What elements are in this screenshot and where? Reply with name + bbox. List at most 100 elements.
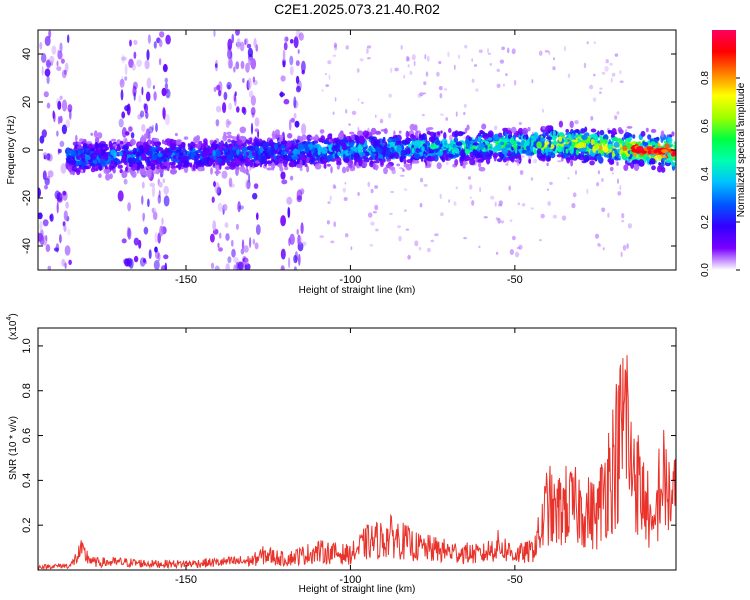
heatmap-speckle [155,122,158,133]
snr-y-label: SNR (10 * v/v) [8,416,19,480]
heatmap-cell [595,150,599,154]
heatmap-cell [375,146,379,153]
heatmap-speckle [419,177,424,183]
heatmap-speckle [61,124,67,135]
heatmap-cell [558,151,562,156]
heatmap-speckle [540,213,545,219]
heatmap-speckle [289,175,294,181]
heatmap-cell [500,141,505,146]
heatmap-cell [659,165,663,169]
heatmap-cell [135,157,140,164]
heatmap-cell [522,127,528,135]
heatmap-cell [213,140,217,144]
y-tick-label: 0.2 [21,518,33,533]
heatmap-cell [125,146,129,150]
heatmap-speckle [293,254,298,264]
heatmap-speckle [405,55,410,62]
heatmap-speckle [496,83,501,89]
heatmap-speckle [404,209,407,212]
heatmap-speckle [67,34,70,44]
heatmap-cell [481,156,487,160]
heatmap-cell [465,138,469,145]
heatmap-speckle [289,55,294,66]
heatmap-speckle [290,117,295,123]
heatmap-speckle [296,189,303,201]
y-tick-label: 20 [21,96,33,108]
heatmap-speckle [153,91,157,101]
heatmap-speckle [142,212,146,220]
heatmap-speckle [48,30,52,39]
heatmap-speckle [282,58,286,68]
heatmap-speckle [253,37,257,48]
heatmap-speckle [67,104,73,113]
heatmap-speckle [334,97,337,102]
heatmap-cell [281,148,285,156]
heatmap-cell [270,148,275,156]
heatmap-speckle [228,102,233,110]
heatmap-speckle [218,89,222,97]
heatmap-cell [363,156,367,162]
heatmap-cell [403,158,407,165]
heatmap-speckle [294,120,300,128]
heatmap-speckle [283,36,289,43]
heatmap-speckle [327,60,332,65]
heatmap-speckle [604,65,609,72]
heatmap-speckle [41,129,47,138]
heatmap-speckle [39,135,45,144]
heatmap-speckle [67,228,71,236]
heatmap-speckle [57,116,61,125]
heatmap-cell [392,152,400,158]
heatmap-cell [157,152,163,158]
heatmap-speckle [141,181,145,189]
heatmap-cell [649,158,656,165]
heatmap-cell [90,167,96,173]
heatmap-cell [658,162,661,166]
heatmap-speckle [138,95,142,103]
heatmap-speckle [512,235,516,241]
heatmap-speckle [131,63,136,71]
heatmap-cell [255,145,258,152]
heatmap-speckle [46,153,51,161]
heatmap-cell [546,162,549,167]
heatmap-speckle [228,177,233,188]
heatmap-speckle [448,199,451,203]
heatmap-cell [94,137,100,144]
heatmap-speckle [61,258,66,267]
snr-panel: -150 -100 -50 0.2 0.4 0.6 0.8 1.0 Height of st… [6,313,677,595]
heatmap-speckle [328,74,331,81]
heatmap-speckle [163,185,169,195]
heatmap-speckle [475,88,479,92]
heatmap-cell [274,129,280,136]
y-tick-label: 0.6 [21,428,33,443]
heatmap-speckle [290,39,294,44]
heatmap-speckle [607,212,610,218]
heatmap-cell [194,143,202,149]
heatmap-speckle [226,81,232,90]
heatmap-speckle [235,30,240,36]
heatmap-cell [170,157,178,162]
heatmap-speckle [599,91,602,94]
heatmap-cell [537,147,542,154]
heatmap-cell [197,166,204,172]
heatmap-speckle [372,211,377,214]
heatmap-speckle [390,67,393,74]
snr-multiplier-text: (x104) [6,313,19,340]
heatmap-speckle [215,105,222,113]
heatmap-cell [533,147,537,155]
heatmap-cell [145,165,152,169]
heatmap-speckle [471,200,475,206]
heatmap-speckle [247,77,252,90]
heatmap-cell [389,166,396,171]
heatmap-speckle [249,237,252,248]
heatmap-speckle [154,246,158,253]
heatmap-speckle [505,163,509,166]
heatmap-speckle [596,182,600,187]
heatmap-cell [650,128,657,133]
heatmap-cell [163,158,167,163]
heatmap-speckle [374,204,379,211]
heatmap-cell [124,153,127,161]
heatmap-speckle [407,64,410,68]
heatmap-cell [400,149,405,157]
heatmap-speckle [434,233,439,237]
heatmap-speckle [128,126,133,132]
